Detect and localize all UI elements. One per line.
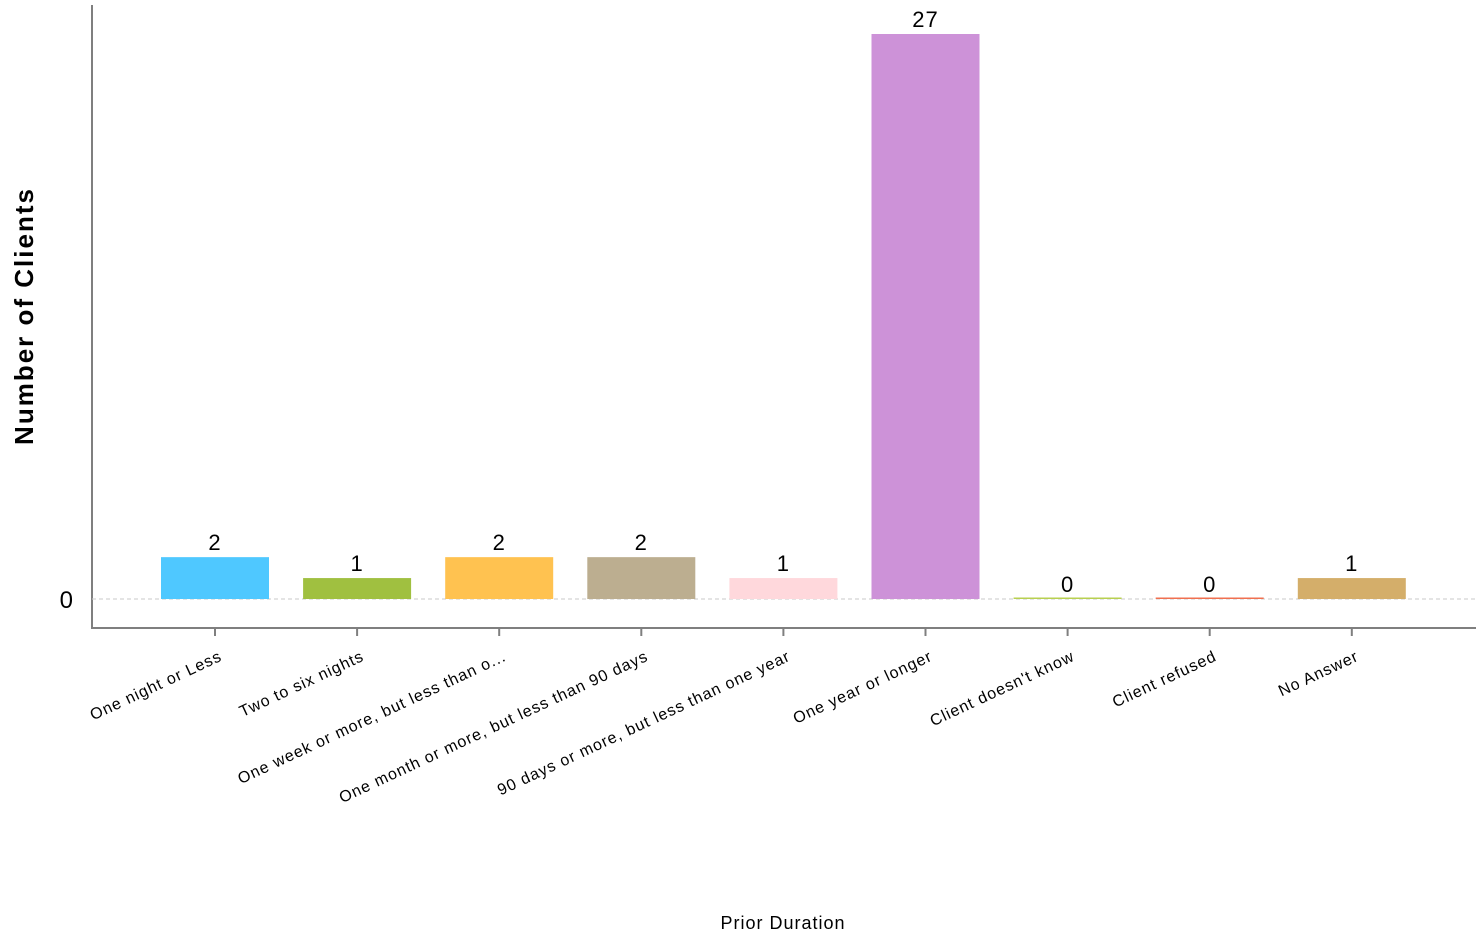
x-tick-label: Client refused [1110, 648, 1219, 711]
chart-axes [91, 5, 1476, 629]
bar-value-label: 2 [208, 530, 221, 555]
bar [587, 557, 696, 599]
y-tick-label: 0 [60, 587, 73, 614]
bar-value-label: 1 [1345, 551, 1358, 576]
bar-value-label: 1 [350, 551, 363, 576]
bar [161, 557, 269, 599]
bar-value-label: 1 [777, 551, 790, 576]
bar [303, 578, 412, 599]
bar [729, 578, 838, 599]
bars [161, 34, 1406, 599]
bar-value-label: 0 [1061, 572, 1074, 597]
bar-value-label: 2 [635, 530, 648, 555]
x-tick-label: Client doesn't know [928, 648, 1078, 730]
x-tick-label: One month or more, but less than 90 days [337, 648, 651, 807]
x-tick-label: One night or Less [88, 648, 225, 724]
bar-value-label: 2 [493, 530, 506, 555]
bar [445, 557, 554, 599]
bar [1155, 597, 1264, 599]
bar [1297, 578, 1406, 599]
x-tick-label: No Answer [1276, 648, 1361, 700]
x-tick-label: Two to six nights [237, 648, 367, 721]
x-axis-title: Prior Duration [720, 913, 845, 933]
bar [1013, 597, 1122, 599]
y-axis-ticks: 0 [60, 587, 73, 614]
bar [871, 34, 980, 599]
bar-value-label: 0 [1203, 572, 1216, 597]
x-tick-label: One year or longer [791, 648, 935, 727]
x-tick-label: 90 days or more, but less than one year [495, 648, 793, 799]
x-tick-label: One week or more, but less than o... [235, 648, 509, 788]
data-labels: 2 1 2 2 1 27 0 0 1 [208, 7, 1358, 597]
y-axis-title: Number of Clients [9, 187, 39, 445]
bar-value-label: 27 [912, 7, 938, 32]
